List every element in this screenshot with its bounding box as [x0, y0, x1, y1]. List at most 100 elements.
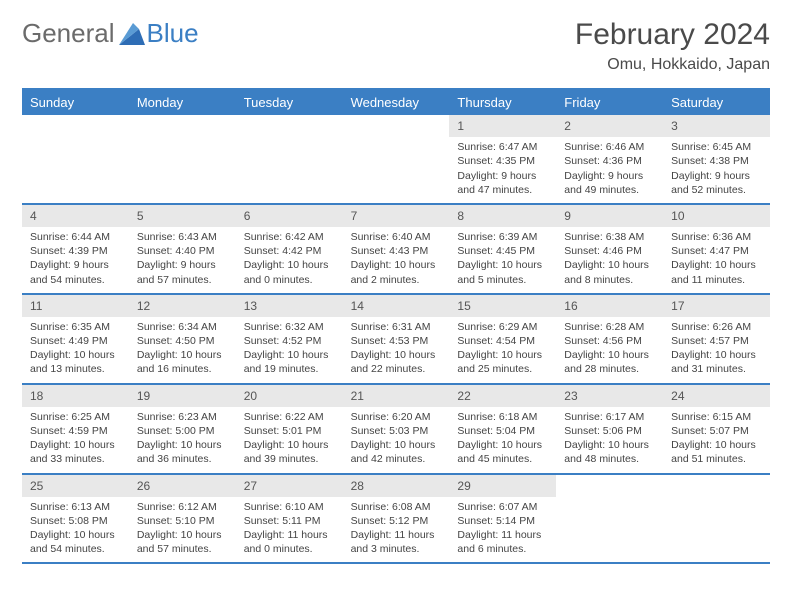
day-number: 4	[22, 205, 129, 227]
daylight-text: Daylight: 10 hours and 5 minutes.	[457, 258, 548, 286]
calendar-cell: 25Sunrise: 6:13 AMSunset: 5:08 PMDayligh…	[22, 475, 129, 563]
calendar-cell	[129, 115, 236, 203]
sunrise-text: Sunrise: 6:43 AM	[137, 230, 228, 244]
daylight-text: Daylight: 10 hours and 16 minutes.	[137, 348, 228, 376]
daylight-text: Daylight: 10 hours and 42 minutes.	[351, 438, 442, 466]
calendar-cell	[663, 475, 770, 563]
daylight-text: Daylight: 10 hours and 19 minutes.	[244, 348, 335, 376]
cell-body: Sunrise: 6:32 AMSunset: 4:52 PMDaylight:…	[236, 317, 343, 383]
sunrise-text: Sunrise: 6:38 AM	[564, 230, 655, 244]
day-number: 10	[663, 205, 770, 227]
daylight-text: Daylight: 9 hours and 52 minutes.	[671, 169, 762, 197]
day-number: 17	[663, 295, 770, 317]
daylight-text: Daylight: 10 hours and 31 minutes.	[671, 348, 762, 376]
day-number: 6	[236, 205, 343, 227]
cell-body: Sunrise: 6:18 AMSunset: 5:04 PMDaylight:…	[449, 407, 556, 473]
calendar-cell: 6Sunrise: 6:42 AMSunset: 4:42 PMDaylight…	[236, 205, 343, 293]
daylight-text: Daylight: 10 hours and 54 minutes.	[30, 528, 121, 556]
sunrise-text: Sunrise: 6:31 AM	[351, 320, 442, 334]
daylight-text: Daylight: 11 hours and 6 minutes.	[457, 528, 548, 556]
day-header-cell: Wednesday	[343, 90, 450, 115]
week-row: 4Sunrise: 6:44 AMSunset: 4:39 PMDaylight…	[22, 205, 770, 295]
day-number: 13	[236, 295, 343, 317]
sunset-text: Sunset: 5:00 PM	[137, 424, 228, 438]
sunset-text: Sunset: 4:59 PM	[30, 424, 121, 438]
sunrise-text: Sunrise: 6:35 AM	[30, 320, 121, 334]
cell-body: Sunrise: 6:38 AMSunset: 4:46 PMDaylight:…	[556, 227, 663, 293]
sunrise-text: Sunrise: 6:13 AM	[30, 500, 121, 514]
cell-body: Sunrise: 6:35 AMSunset: 4:49 PMDaylight:…	[22, 317, 129, 383]
daylight-text: Daylight: 10 hours and 33 minutes.	[30, 438, 121, 466]
calendar-cell	[556, 475, 663, 563]
logo-word-1: General	[22, 18, 115, 49]
day-number: 18	[22, 385, 129, 407]
cell-body: Sunrise: 6:40 AMSunset: 4:43 PMDaylight:…	[343, 227, 450, 293]
sunrise-text: Sunrise: 6:36 AM	[671, 230, 762, 244]
header: General Blue February 2024 Omu, Hokkaido…	[22, 18, 770, 74]
location: Omu, Hokkaido, Japan	[575, 56, 770, 74]
sunrise-text: Sunrise: 6:42 AM	[244, 230, 335, 244]
day-number: 12	[129, 295, 236, 317]
sunrise-text: Sunrise: 6:39 AM	[457, 230, 548, 244]
sunrise-text: Sunrise: 6:40 AM	[351, 230, 442, 244]
calendar-cell: 1Sunrise: 6:47 AMSunset: 4:35 PMDaylight…	[449, 115, 556, 203]
daylight-text: Daylight: 9 hours and 49 minutes.	[564, 169, 655, 197]
day-number: 19	[129, 385, 236, 407]
sunset-text: Sunset: 4:50 PM	[137, 334, 228, 348]
day-number: 5	[129, 205, 236, 227]
daylight-text: Daylight: 10 hours and 48 minutes.	[564, 438, 655, 466]
calendar-cell: 2Sunrise: 6:46 AMSunset: 4:36 PMDaylight…	[556, 115, 663, 203]
sunset-text: Sunset: 4:54 PM	[457, 334, 548, 348]
day-number: 26	[129, 475, 236, 497]
cell-body: Sunrise: 6:29 AMSunset: 4:54 PMDaylight:…	[449, 317, 556, 383]
sunset-text: Sunset: 4:49 PM	[30, 334, 121, 348]
calendar-cell: 17Sunrise: 6:26 AMSunset: 4:57 PMDayligh…	[663, 295, 770, 383]
sunset-text: Sunset: 4:40 PM	[137, 244, 228, 258]
sunrise-text: Sunrise: 6:15 AM	[671, 410, 762, 424]
sunset-text: Sunset: 4:46 PM	[564, 244, 655, 258]
calendar-cell: 27Sunrise: 6:10 AMSunset: 5:11 PMDayligh…	[236, 475, 343, 563]
daylight-text: Daylight: 10 hours and 51 minutes.	[671, 438, 762, 466]
calendar-cell: 21Sunrise: 6:20 AMSunset: 5:03 PMDayligh…	[343, 385, 450, 473]
sunset-text: Sunset: 5:04 PM	[457, 424, 548, 438]
week-row: 11Sunrise: 6:35 AMSunset: 4:49 PMDayligh…	[22, 295, 770, 385]
day-number: 20	[236, 385, 343, 407]
sunset-text: Sunset: 4:36 PM	[564, 154, 655, 168]
title-block: February 2024 Omu, Hokkaido, Japan	[575, 18, 770, 74]
cell-body: Sunrise: 6:44 AMSunset: 4:39 PMDaylight:…	[22, 227, 129, 293]
daylight-text: Daylight: 10 hours and 39 minutes.	[244, 438, 335, 466]
daylight-text: Daylight: 10 hours and 2 minutes.	[351, 258, 442, 286]
daylight-text: Daylight: 10 hours and 45 minutes.	[457, 438, 548, 466]
sunset-text: Sunset: 4:47 PM	[671, 244, 762, 258]
calendar-cell: 16Sunrise: 6:28 AMSunset: 4:56 PMDayligh…	[556, 295, 663, 383]
day-header-cell: Tuesday	[236, 90, 343, 115]
calendar-cell: 5Sunrise: 6:43 AMSunset: 4:40 PMDaylight…	[129, 205, 236, 293]
daylight-text: Daylight: 11 hours and 3 minutes.	[351, 528, 442, 556]
sunset-text: Sunset: 4:35 PM	[457, 154, 548, 168]
daylight-text: Daylight: 10 hours and 36 minutes.	[137, 438, 228, 466]
sunrise-text: Sunrise: 6:17 AM	[564, 410, 655, 424]
calendar-cell: 4Sunrise: 6:44 AMSunset: 4:39 PMDaylight…	[22, 205, 129, 293]
calendar-cell: 22Sunrise: 6:18 AMSunset: 5:04 PMDayligh…	[449, 385, 556, 473]
sunrise-text: Sunrise: 6:29 AM	[457, 320, 548, 334]
calendar-cell: 13Sunrise: 6:32 AMSunset: 4:52 PMDayligh…	[236, 295, 343, 383]
cell-body: Sunrise: 6:23 AMSunset: 5:00 PMDaylight:…	[129, 407, 236, 473]
day-header-cell: Thursday	[449, 90, 556, 115]
sunrise-text: Sunrise: 6:25 AM	[30, 410, 121, 424]
daylight-text: Daylight: 11 hours and 0 minutes.	[244, 528, 335, 556]
day-number: 1	[449, 115, 556, 137]
sunset-text: Sunset: 5:03 PM	[351, 424, 442, 438]
calendar-cell: 3Sunrise: 6:45 AMSunset: 4:38 PMDaylight…	[663, 115, 770, 203]
sunset-text: Sunset: 4:52 PM	[244, 334, 335, 348]
daylight-text: Daylight: 10 hours and 13 minutes.	[30, 348, 121, 376]
cell-body: Sunrise: 6:36 AMSunset: 4:47 PMDaylight:…	[663, 227, 770, 293]
calendar-cell	[236, 115, 343, 203]
day-header-cell: Saturday	[663, 90, 770, 115]
day-header-cell: Monday	[129, 90, 236, 115]
sunrise-text: Sunrise: 6:20 AM	[351, 410, 442, 424]
cell-body: Sunrise: 6:43 AMSunset: 4:40 PMDaylight:…	[129, 227, 236, 293]
sunrise-text: Sunrise: 6:46 AM	[564, 140, 655, 154]
calendar-cell: 15Sunrise: 6:29 AMSunset: 4:54 PMDayligh…	[449, 295, 556, 383]
day-number: 27	[236, 475, 343, 497]
cell-body: Sunrise: 6:34 AMSunset: 4:50 PMDaylight:…	[129, 317, 236, 383]
